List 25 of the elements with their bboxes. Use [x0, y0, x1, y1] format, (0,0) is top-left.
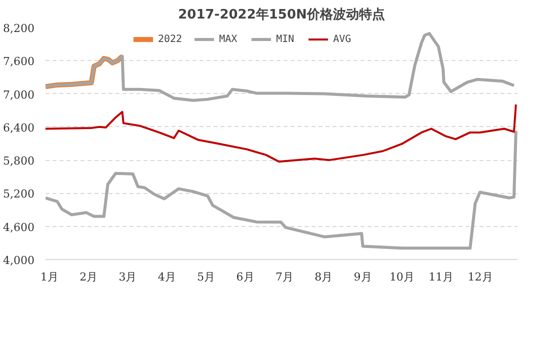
legend-label: AVG [333, 34, 352, 44]
x-tick-label: 5月 [197, 270, 216, 284]
x-tick-label: 11月 [428, 270, 454, 284]
x-tick-label: 6月 [236, 270, 254, 284]
legend-label: MIN [276, 34, 296, 44]
x-tick-label: 10月 [389, 270, 414, 284]
x-tick-label: 1月 [40, 270, 58, 284]
legend-label: MAX [219, 34, 238, 44]
x-tick-label: 3月 [118, 270, 137, 284]
y-tick-label: 7,000 [3, 88, 35, 102]
x-tick-label: 7月 [275, 270, 294, 284]
x-tick-label: 9月 [354, 270, 372, 284]
x-tick-label: 2月 [80, 270, 98, 284]
y-tick-label: 4,600 [3, 220, 35, 234]
y-tick-label: 7,600 [3, 55, 35, 68]
legend-label: 2022 [158, 34, 182, 44]
y-tick-label: 8,200 [3, 22, 35, 35]
y-tick-label: 4,000 [3, 254, 35, 267]
y-tick-label: 5,200 [3, 188, 35, 201]
x-tick-label: 12月 [468, 270, 493, 284]
chart-title: 2017-2022年150N价格波动特点 [178, 6, 385, 22]
y-tick-label: 6,400 [3, 121, 35, 134]
y-tick-label: 5,800 [3, 154, 35, 168]
x-tick-label: 4月 [158, 270, 176, 284]
x-tick-label: 8月 [314, 270, 333, 284]
